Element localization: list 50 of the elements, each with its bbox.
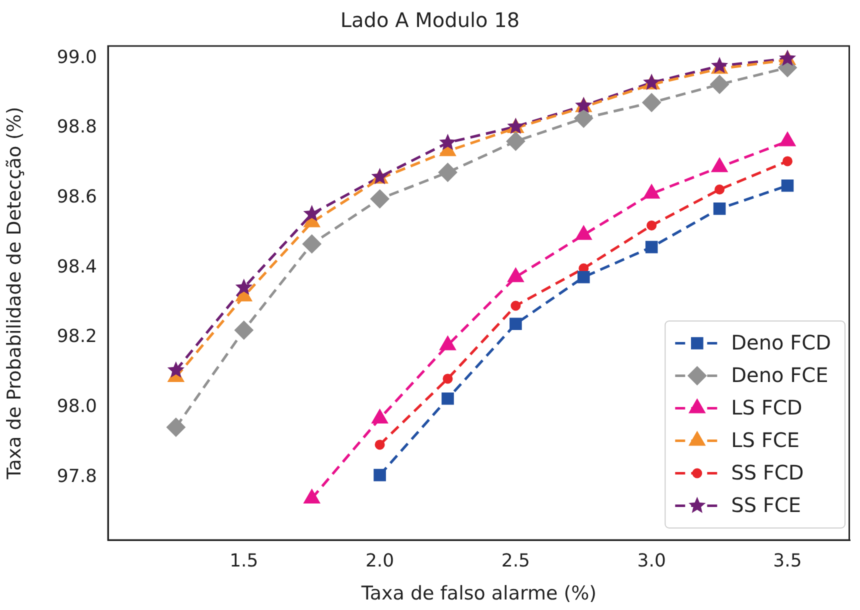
point — [510, 318, 522, 330]
legend-label: Deno FCD — [731, 330, 831, 354]
point — [167, 361, 185, 378]
point — [643, 184, 660, 199]
x-tick-label: 3.0 — [637, 550, 666, 572]
y-tick-label: 98.0 — [56, 396, 97, 418]
point — [646, 220, 657, 230]
x-tick-label: 1.5 — [230, 550, 258, 572]
point — [370, 189, 390, 208]
point — [645, 240, 658, 254]
point — [506, 132, 526, 151]
y-axis-title: Taxa de Probabilidade de Detecção (%) — [3, 106, 26, 480]
legend-label: LS FCD — [731, 395, 802, 420]
y-tick-label: 98.4 — [56, 256, 97, 278]
point — [714, 184, 725, 194]
point — [642, 93, 662, 112]
point — [234, 320, 254, 340]
legend-label: SS FCD — [731, 460, 804, 484]
point — [574, 108, 594, 128]
point — [713, 202, 726, 215]
point — [374, 468, 386, 482]
point — [166, 418, 186, 437]
point — [577, 270, 590, 284]
point — [781, 179, 794, 192]
y-tick-label: 98.6 — [56, 186, 97, 208]
y-tick-label: 98.8 — [56, 116, 97, 138]
legend-label: LS FCE — [731, 428, 800, 452]
point — [510, 300, 521, 311]
point — [235, 278, 252, 295]
x-tick-label: 3.5 — [773, 550, 802, 572]
point — [779, 132, 796, 146]
point — [439, 134, 456, 150]
chart-title: Lado A Modulo 18 — [340, 8, 520, 32]
x-tick-label: 2.5 — [501, 550, 530, 572]
point — [711, 158, 728, 172]
point — [782, 156, 792, 166]
point — [442, 392, 454, 405]
x-axis-title: Taxa de falso alarme (%) — [360, 582, 597, 605]
y-tick-label: 99.0 — [56, 46, 97, 68]
legend-label: SS FCE — [731, 492, 802, 517]
point — [374, 440, 385, 450]
x-tick-label: 2.0 — [365, 550, 394, 572]
y-tick-label: 98.2 — [56, 326, 97, 348]
point — [442, 374, 453, 384]
legend-label: Deno FCE — [731, 362, 828, 387]
y-tick-label: 97.8 — [56, 466, 97, 487]
point — [710, 74, 730, 94]
point — [303, 204, 320, 222]
point — [438, 162, 458, 182]
point — [302, 234, 322, 254]
